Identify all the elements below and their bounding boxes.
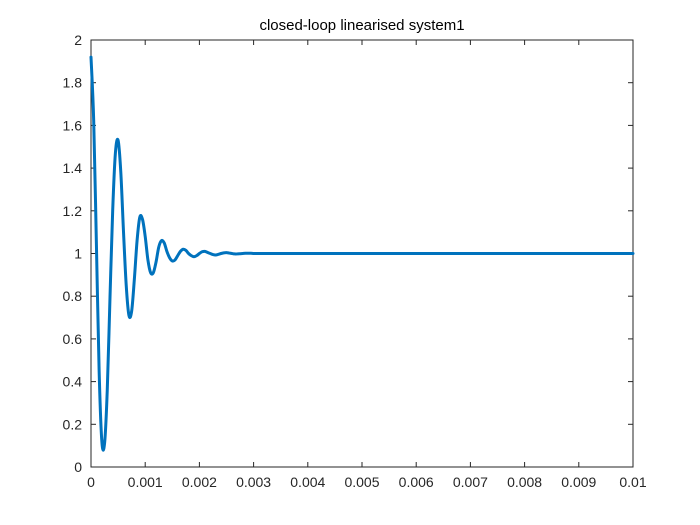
y-tick-label: 0.6 bbox=[63, 331, 83, 347]
x-tick-label: 0.006 bbox=[399, 474, 434, 490]
x-tick-label: 0.004 bbox=[290, 474, 325, 490]
x-tick-label: 0 bbox=[87, 474, 95, 490]
y-tick-label: 1.6 bbox=[63, 117, 83, 133]
y-tick-label: 1.4 bbox=[63, 160, 83, 176]
y-tick-label: 1.2 bbox=[63, 203, 83, 219]
x-tick-label: 0.005 bbox=[344, 474, 379, 490]
x-tick-label: 0.008 bbox=[507, 474, 542, 490]
y-tick-label: 1.8 bbox=[63, 75, 83, 91]
y-tick-label: 0.4 bbox=[63, 374, 83, 390]
x-tick-label: 0.009 bbox=[561, 474, 596, 490]
x-axis-tick-labels: 0 0.001 0.002 0.003 0.004 0.005 0.006 0.007 0.00… bbox=[87, 474, 647, 490]
chart-title: closed-loop linearised system1 bbox=[259, 17, 464, 34]
y-tick-label: 2 bbox=[74, 32, 82, 48]
y-tick-label: 0.8 bbox=[63, 288, 83, 304]
x-tick-label: 0.01 bbox=[619, 474, 646, 490]
x-tick-label: 0.003 bbox=[236, 474, 271, 490]
x-tick-label: 0.002 bbox=[182, 474, 217, 490]
response-line bbox=[89, 55, 635, 452]
x-tick-label: 0.001 bbox=[128, 474, 163, 490]
y-tick-label: 0.2 bbox=[63, 416, 83, 432]
y-axis-tick-labels: 0 0.2 0.4 0.6 0.8 1 1.2 1.4 1.6 1.8 2 bbox=[63, 32, 83, 475]
y-tick-label: 1 bbox=[74, 246, 82, 262]
x-tick-label: 0.007 bbox=[453, 474, 488, 490]
y-tick-label: 0 bbox=[74, 459, 82, 475]
